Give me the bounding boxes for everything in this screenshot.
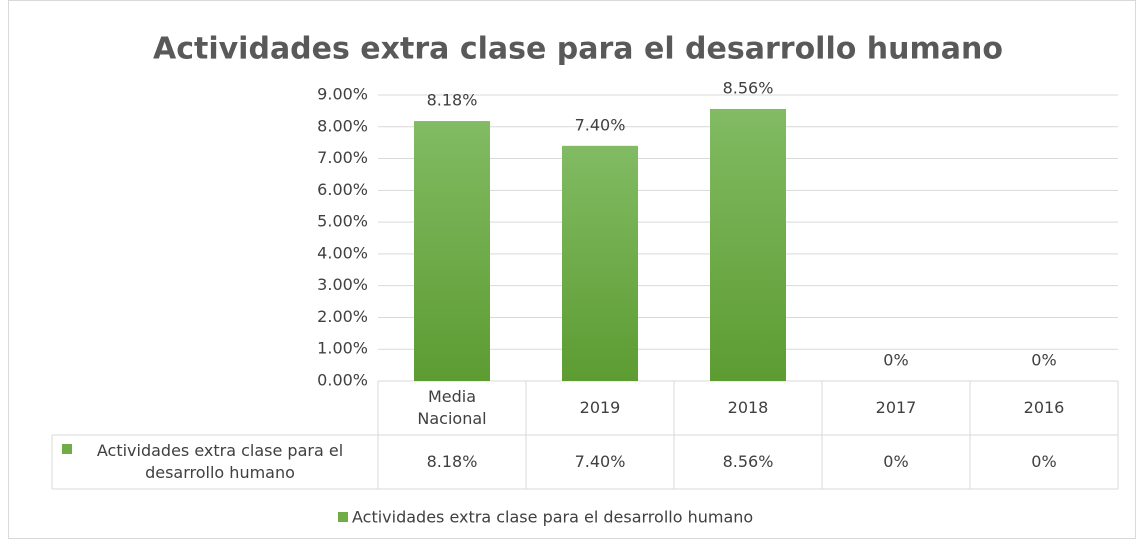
y-tick-label: 6.00%: [317, 180, 368, 199]
bar: [562, 145, 638, 381]
y-tick-label: 8.00%: [317, 116, 368, 135]
legend-key: [62, 444, 72, 454]
legend-label: Actividades extra clase para el desarrol…: [352, 508, 753, 527]
table-value: 8.18%: [426, 452, 478, 471]
table-value: 0%: [883, 452, 909, 471]
chart-title: Actividades extra clase para el desarrol…: [153, 32, 1003, 67]
x-tick-label: Media Nacional: [417, 387, 487, 428]
x-tick-label: 2018: [727, 398, 769, 417]
y-tick-label: 9.00%: [317, 85, 368, 104]
chart-border: [8, 0, 1136, 539]
table-value: 0%: [1031, 452, 1057, 471]
bar: [414, 121, 490, 382]
y-tick-label: 4.00%: [317, 243, 368, 262]
bar: [710, 108, 786, 381]
data-label: 8.18%: [427, 91, 478, 110]
y-tick-label: 0.00%: [317, 371, 368, 390]
table-value: 7.40%: [574, 452, 626, 471]
table-value: 8.56%: [722, 452, 774, 471]
table-series-name: Actividades extra clase para el desarrol…: [96, 441, 344, 482]
legend-key: [338, 512, 348, 522]
x-tick-label: 2017: [875, 398, 917, 417]
y-tick-label: 5.00%: [317, 212, 368, 231]
y-tick-label: 1.00%: [317, 339, 368, 358]
data-label: 0%: [1031, 351, 1056, 370]
data-label: 7.40%: [575, 115, 626, 134]
y-tick-label: 7.00%: [317, 148, 368, 167]
x-tick-label: 2016: [1023, 398, 1065, 417]
data-label: 8.56%: [723, 78, 774, 97]
data-label: 0%: [883, 351, 908, 370]
y-tick-label: 2.00%: [317, 307, 368, 326]
y-tick-label: 3.00%: [317, 275, 368, 294]
x-tick-label: 2019: [579, 398, 621, 417]
